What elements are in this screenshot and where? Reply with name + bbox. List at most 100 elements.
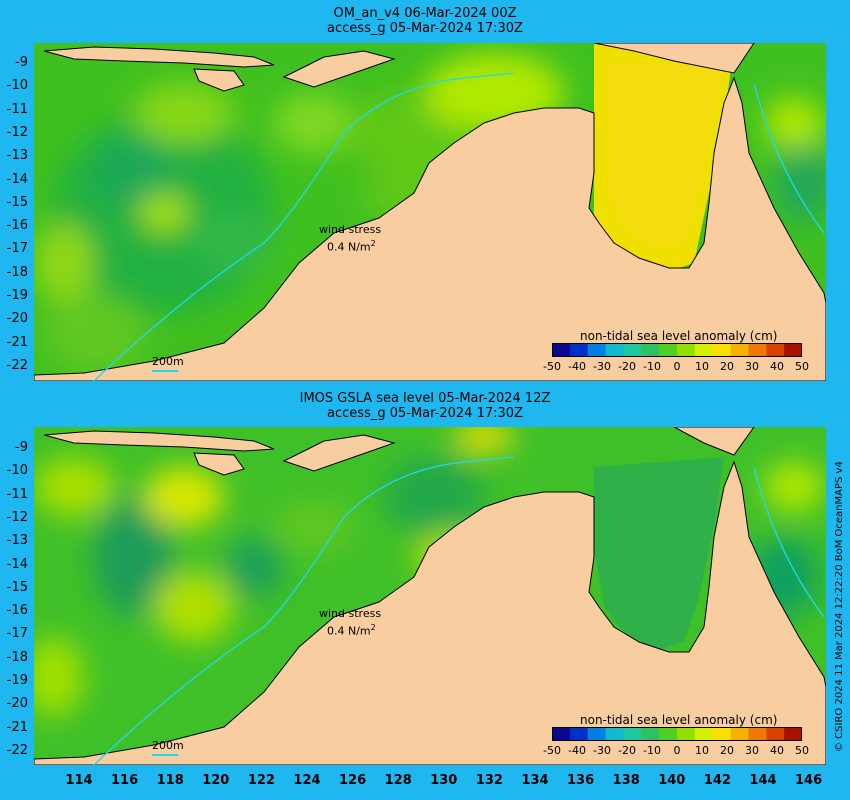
bottom-title-line2: access_g 05-Mar-2024 17:30Z — [327, 406, 523, 421]
latitude-label: -13 — [6, 533, 28, 549]
colorbar-swatch — [694, 727, 714, 741]
colorbar-swatch — [784, 343, 802, 357]
latitude-label: -10 — [6, 463, 28, 479]
colorbar-tick-label: 20 — [720, 360, 734, 373]
latitude-label: -17 — [6, 241, 28, 257]
bottom-sea-level-map — [34, 427, 826, 765]
longitude-label: 126 — [339, 773, 367, 788]
sumba-island — [193, 68, 245, 92]
colorbar-tick-label: 0 — [673, 744, 681, 757]
colorbar-tick-label: -40 — [568, 360, 586, 373]
colorbar-swatch — [552, 343, 571, 357]
latitude-label: -16 — [6, 603, 28, 619]
wind-stress-label: wind stress — [319, 223, 382, 236]
latitude-label: -21 — [6, 719, 28, 735]
latitude-label: -20 — [6, 696, 28, 712]
colorbar-swatch — [694, 343, 714, 357]
colorbar-swatch — [712, 727, 732, 741]
latitude-label: -19 — [6, 673, 28, 688]
bottom-panel-title: IMOS GSLA sea level 05-Mar-2024 12Z acce… — [0, 391, 850, 421]
top-title-line1: OM_an_v4 06-Mar-2024 00Z — [333, 6, 517, 21]
bottom-map-panel: wind stress 0.4 N/m2 200m non-tidal sea … — [34, 427, 826, 765]
latitude-label: -15 — [6, 579, 28, 595]
timor-islands — [43, 430, 275, 452]
top-map-panel: wind stress 0.4 N/m2 200m non-tidal sea … — [34, 43, 826, 381]
colorbar-tick-label: 50 — [795, 744, 809, 757]
colorbar-tick-label: -20 — [618, 360, 636, 373]
longitude-label: 118 — [156, 773, 184, 788]
timor-island — [282, 50, 396, 88]
colorbar-tick-label: 10 — [695, 744, 709, 757]
latitude-label: -9 — [15, 440, 28, 455]
colorbar-swatch — [766, 343, 785, 357]
latitude-label: -14 — [6, 556, 28, 572]
longitude-label: 138 — [612, 773, 640, 788]
latitude-label: -16 — [6, 218, 28, 234]
latitude-label: -20 — [6, 311, 28, 327]
top-wind-legend: wind stress 0.4 N/m2 — [319, 223, 382, 254]
latitude-label: -19 — [6, 288, 28, 303]
wind-stress-label: wind stress — [319, 607, 382, 620]
top-sea-level-map — [34, 43, 826, 381]
top-panel-title: OM_an_v4 06-Mar-2024 00Z access_g 05-Mar… — [0, 6, 850, 36]
australia-land — [34, 460, 826, 765]
colorbar-tick-label: 10 — [695, 360, 709, 373]
top-title-line2: access_g 05-Mar-2024 17:30Z — [327, 21, 523, 36]
colorbar-swatch — [766, 727, 785, 741]
colorbar-swatch — [623, 727, 642, 741]
colorbar-swatch — [569, 343, 589, 357]
colorbar-tick-label: -50 — [543, 360, 561, 373]
longitude-label: 116 — [111, 773, 139, 788]
longitude-label: 132 — [475, 773, 503, 788]
colorbar-swatch — [748, 343, 767, 357]
colorbar-swatch — [712, 343, 732, 357]
isobath-200m — [93, 456, 515, 765]
latitude-label: -13 — [6, 148, 28, 164]
colorbar-tick-label: 30 — [745, 744, 759, 757]
colorbar-swatch — [605, 343, 624, 357]
colorbar-swatch — [623, 343, 642, 357]
latitude-label: -21 — [6, 334, 28, 350]
bottom-colorbar-title: non-tidal sea level anomaly (cm) — [580, 713, 778, 727]
colorbar-tick-label: -30 — [593, 744, 611, 757]
top-colorbar — [552, 343, 802, 357]
colorbar-tick-label: 0 — [673, 360, 681, 373]
colorbar-swatch — [659, 343, 678, 357]
colorbar-swatch — [677, 343, 696, 357]
colorbar-tick-label: -10 — [643, 744, 661, 757]
timor-islands — [43, 46, 275, 68]
colorbar-swatch — [569, 727, 589, 741]
colorbar-tick-label: 40 — [770, 360, 784, 373]
longitude-label: 134 — [521, 773, 549, 788]
colorbar-tick-label: 40 — [770, 744, 784, 757]
colorbar-swatch — [677, 727, 696, 741]
longitude-label: 144 — [749, 773, 777, 788]
bottom-title-line1: IMOS GSLA sea level 05-Mar-2024 12Z — [299, 391, 551, 406]
colorbar-tick-label: 50 — [795, 360, 809, 373]
colorbar-tick-label: -50 — [543, 744, 561, 757]
wind-stress-value: 0.4 N/m — [327, 624, 371, 638]
colorbar-tick-label: 20 — [720, 744, 734, 757]
top-colorbar-ticks: -50 -40 -30 -20 -10 0 10 20 30 40 50 — [543, 360, 809, 374]
bottom-colorbar-ticks: -50 -40 -30 -20 -10 0 10 20 30 40 50 — [543, 744, 809, 758]
colorbar-tick-label: 30 — [745, 360, 759, 373]
bottom-scale-label: 200m — [152, 739, 184, 752]
latitude-label: -9 — [15, 55, 28, 70]
colorbar-swatch — [659, 727, 678, 741]
longitude-label: 128 — [384, 773, 412, 788]
australia-land — [34, 76, 826, 381]
credit-text: © CSIRO 2024 11 Mar 2024 12:22:20 BoM Oc… — [834, 461, 845, 752]
longitude-label: 120 — [202, 773, 230, 788]
latitude-label: -14 — [6, 171, 28, 187]
latitude-label: -10 — [6, 78, 28, 94]
isobath-200m — [93, 72, 515, 381]
latitude-label: -17 — [6, 626, 28, 642]
colorbar-swatch — [552, 727, 571, 741]
colorbar-swatch — [784, 727, 802, 741]
colorbar-swatch — [730, 343, 749, 357]
latitude-label: -18 — [6, 649, 28, 665]
longitude-label: 136 — [567, 773, 595, 788]
latitude-label: -12 — [6, 124, 28, 140]
top-scale-label: 200m — [152, 355, 184, 368]
longitude-label: 146 — [795, 773, 823, 788]
